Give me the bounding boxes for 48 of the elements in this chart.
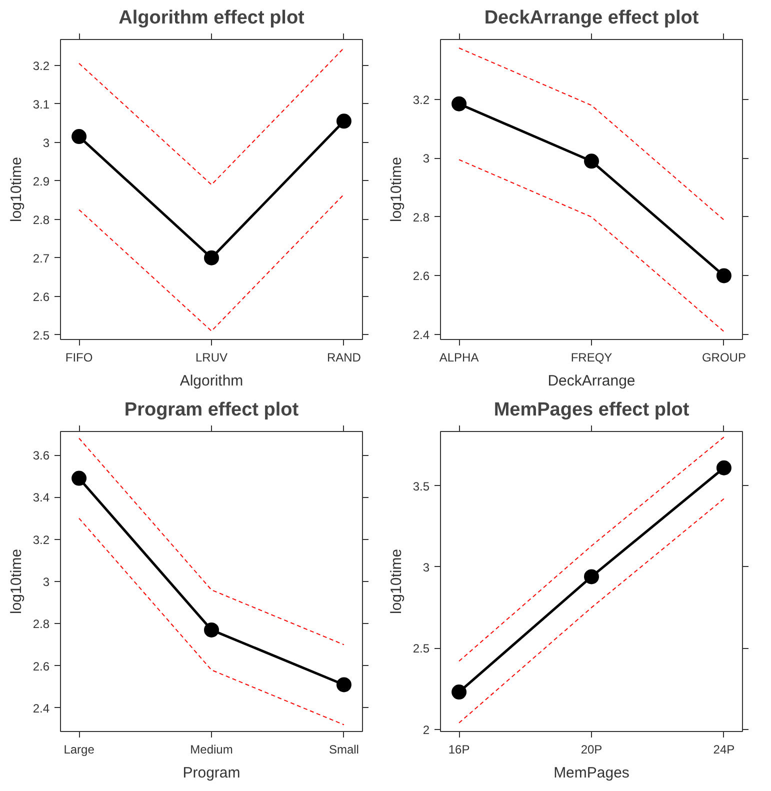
y-tick-label: 2.5 (32, 328, 50, 342)
x-axis-title: MemPages (554, 764, 630, 782)
chart-title: DeckArrange effect plot (484, 8, 700, 28)
x-tick-label: FIFO (65, 350, 93, 364)
y-tick-label: 2.4 (412, 328, 430, 342)
y-tick-label: 3.1 (32, 97, 50, 112)
x-tick-label: RAND (326, 350, 362, 364)
x-tick-label: ALPHA (439, 350, 479, 364)
y-tick-label: 3 (422, 152, 430, 166)
x-tick-label: Small (328, 742, 359, 756)
y-tick-label: 3 (42, 136, 50, 150)
x-tick-label: 20P (580, 742, 602, 756)
chart-title: MemPages effect plot (494, 400, 690, 420)
chart-title: Program effect plot (124, 400, 300, 420)
x-tick-label: Large (64, 742, 95, 756)
x-axis-title: Program (182, 764, 240, 782)
y-tick-label: 2 (422, 722, 430, 737)
y-axis-title: log10time (388, 156, 405, 222)
y-tick-label: 3 (422, 560, 430, 574)
x-tick-label: FREQY (570, 350, 612, 364)
y-tick-label: 3.2 (32, 532, 50, 547)
y-tick-label: 2.8 (32, 212, 50, 227)
y-tick-label: 2.8 (32, 617, 50, 632)
x-tick-label: 24P (713, 742, 735, 756)
y-tick-label: 2.9 (32, 174, 50, 188)
y-tick-label: 2.8 (412, 210, 430, 224)
y-tick-label: 2.5 (412, 642, 430, 656)
y-tick-label: 3.2 (32, 58, 50, 73)
y-tick-label: 2.6 (32, 290, 50, 304)
x-axis-title: Algorithm (180, 372, 244, 390)
x-tick-label: Medium (190, 742, 233, 756)
y-tick-label: 3.2 (412, 92, 430, 107)
chart-title: Algorithm effect plot (118, 8, 306, 28)
y-tick-label: 3 (42, 575, 50, 589)
x-tick-label: 16P (448, 742, 470, 756)
y-tick-label: 3.4 (32, 490, 50, 505)
y-axis-title: log10time (388, 548, 405, 614)
y-tick-label: 2.6 (32, 659, 50, 674)
y-tick-label: 2.7 (32, 251, 50, 266)
x-tick-label: GROUP (702, 350, 746, 364)
y-tick-label: 3.6 (32, 448, 50, 463)
x-axis-title: DeckArrange (548, 372, 636, 390)
y-axis-title: log10time (8, 156, 25, 222)
y-tick-label: 3.5 (412, 479, 430, 494)
x-tick-label: LRUV (195, 350, 228, 364)
y-axis-title: log10time (8, 548, 25, 614)
y-tick-label: 2.6 (412, 269, 430, 284)
y-tick-label: 2.4 (32, 701, 50, 716)
